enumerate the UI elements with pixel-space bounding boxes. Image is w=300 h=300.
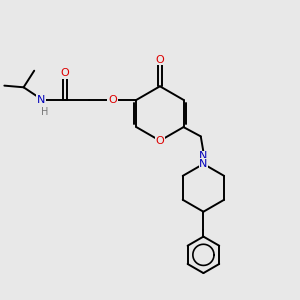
Text: O: O [156,136,164,146]
Text: N: N [37,95,45,105]
Text: N: N [199,159,208,169]
Text: H: H [41,107,49,117]
Text: O: O [156,55,164,65]
Text: O: O [60,68,69,78]
Text: N: N [199,151,208,161]
Text: O: O [108,95,117,105]
